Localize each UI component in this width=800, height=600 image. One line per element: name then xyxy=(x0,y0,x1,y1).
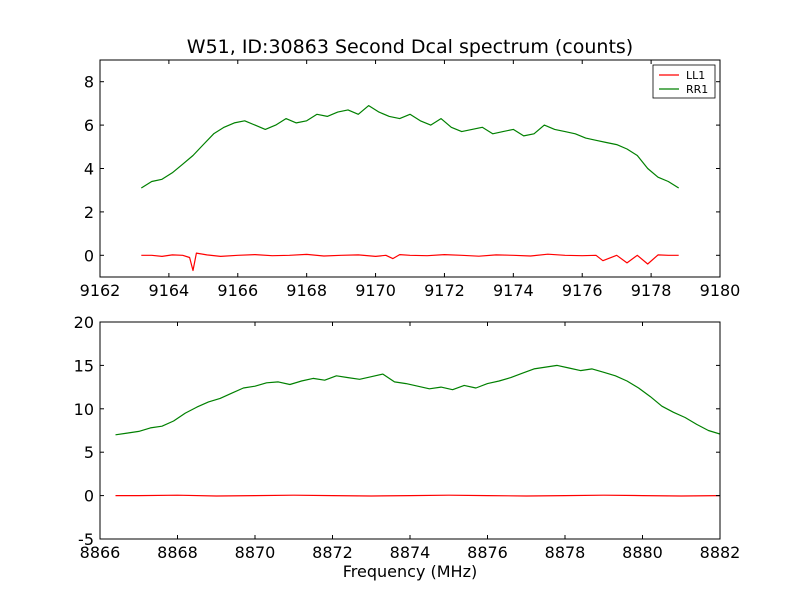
x-tick-label: 9162 xyxy=(80,281,121,300)
chart-title: W51, ID:30863 Second Dcal spectrum (coun… xyxy=(187,36,633,58)
legend-frame xyxy=(652,64,716,99)
legend-label-rr1: RR1 xyxy=(686,83,708,96)
y-tick-label: 6 xyxy=(84,116,94,135)
axes-top: 9162 9164 9166 9168 9170 9172 9174 9176 9178 9180… xyxy=(80,59,741,300)
y-tick-label: 0 xyxy=(84,487,94,506)
series-line-rr1 xyxy=(115,364,720,436)
series-line-rr1 xyxy=(140,104,680,189)
x-tick-label: 9168 xyxy=(286,281,327,300)
x-tick-label: 9164 xyxy=(149,281,190,300)
x-tick-label: 8874 xyxy=(390,543,431,562)
x-tick-label: 8866 xyxy=(80,543,121,562)
x-axis-label: Frequency (MHz) xyxy=(343,562,477,581)
y-tick-label: 0 xyxy=(84,246,94,265)
x-tick-label: 8880 xyxy=(622,543,663,562)
y-tick-label: 10 xyxy=(74,400,94,419)
x-tick-label: 9166 xyxy=(217,281,258,300)
legend-label-ll1: LL1 xyxy=(686,69,705,82)
x-tick-label: 8876 xyxy=(467,543,508,562)
y-tick-label: 4 xyxy=(84,160,94,179)
x-tick-label: 9170 xyxy=(355,281,396,300)
y-tick-label: 20 xyxy=(74,313,94,332)
x-tick-label: 8870 xyxy=(235,543,276,562)
x-tick-label: 9176 xyxy=(562,281,603,300)
y-tick-label: 15 xyxy=(74,356,94,375)
y-tick-label: -5 xyxy=(78,530,94,549)
series-line-ll1 xyxy=(141,252,679,272)
x-tick-label: 9180 xyxy=(700,281,741,300)
x-tick-label: 9172 xyxy=(424,281,465,300)
y-tick-label: 8 xyxy=(84,73,94,92)
axes-bottom: 8866 8868 8870 8872 8874 8876 8878 8880 8882 -5 0 5… xyxy=(74,313,741,562)
y-tick-label: 5 xyxy=(84,443,94,462)
x-tick-label: 8878 xyxy=(545,543,586,562)
x-tick-label: 9174 xyxy=(493,281,534,300)
y-tick-label: 2 xyxy=(84,203,94,222)
x-tick-label: 8882 xyxy=(700,543,741,562)
x-tick-label: 8868 xyxy=(157,543,198,562)
series-line-ll1 xyxy=(115,494,720,497)
x-tick-label: 8872 xyxy=(312,543,353,562)
x-tick-label: 9178 xyxy=(631,281,672,300)
